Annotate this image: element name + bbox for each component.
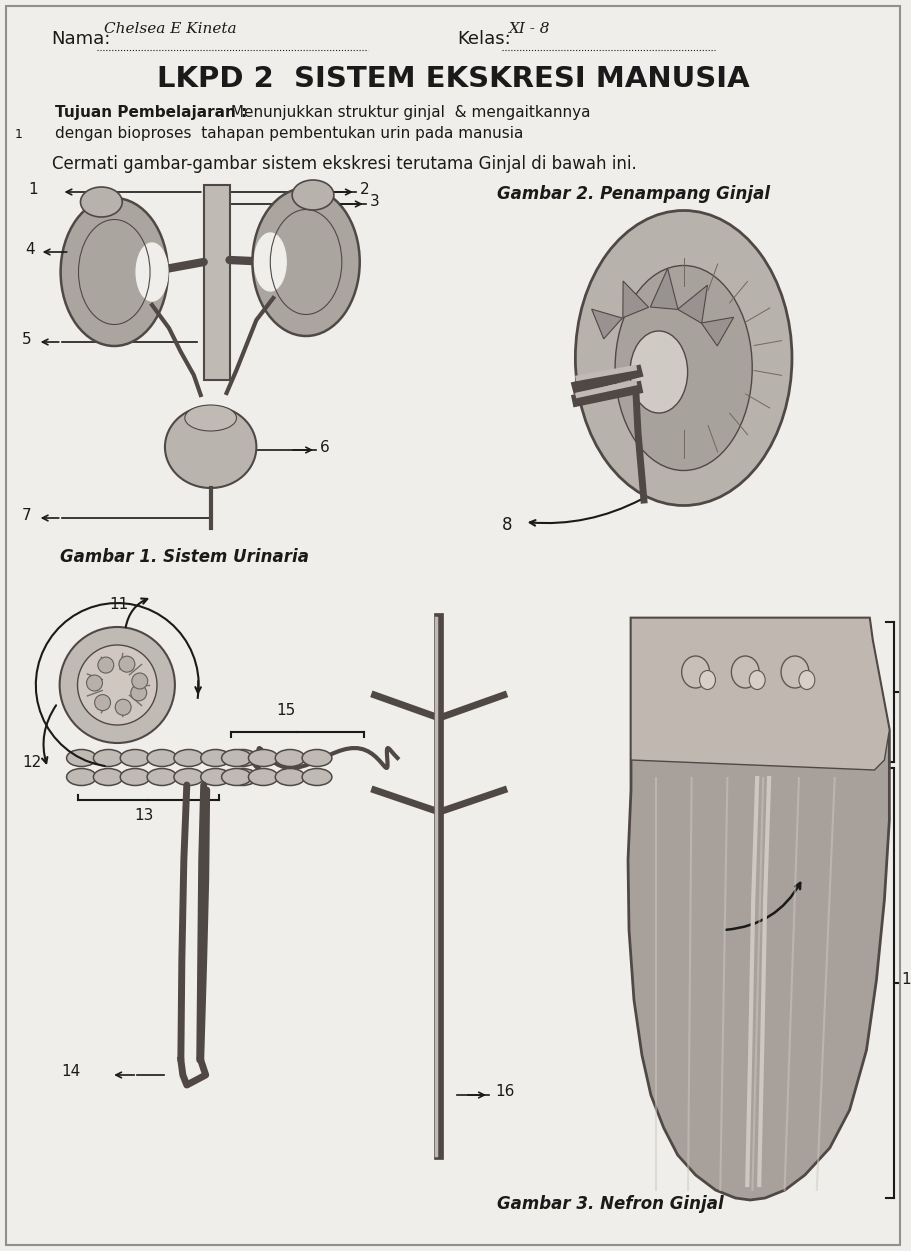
Text: 1: 1 bbox=[28, 181, 37, 196]
Ellipse shape bbox=[120, 749, 150, 767]
Ellipse shape bbox=[136, 243, 168, 301]
Text: Gambar 1. Sistem Urinaria: Gambar 1. Sistem Urinaria bbox=[59, 548, 308, 565]
Text: 1: 1 bbox=[15, 128, 23, 141]
Ellipse shape bbox=[630, 332, 687, 413]
Ellipse shape bbox=[275, 768, 305, 786]
Text: dengan bioproses  tahapan pembentukan urin pada manusia: dengan bioproses tahapan pembentukan uri… bbox=[55, 126, 522, 141]
Ellipse shape bbox=[147, 749, 177, 767]
Ellipse shape bbox=[67, 768, 97, 786]
Text: Nama:: Nama: bbox=[52, 30, 111, 48]
Ellipse shape bbox=[780, 656, 808, 688]
Text: 4: 4 bbox=[25, 241, 35, 256]
Bar bbox=[203, 185, 230, 380]
Circle shape bbox=[87, 676, 102, 691]
Ellipse shape bbox=[200, 749, 230, 767]
Ellipse shape bbox=[248, 768, 278, 786]
Ellipse shape bbox=[302, 768, 332, 786]
Text: 11: 11 bbox=[109, 597, 128, 612]
Text: XI - 8: XI - 8 bbox=[508, 23, 549, 36]
Text: Cermati gambar-gambar sistem ekskresi terutama Ginjal di bawah ini.: Cermati gambar-gambar sistem ekskresi te… bbox=[52, 155, 636, 173]
Text: 14: 14 bbox=[62, 1065, 81, 1080]
Text: 6: 6 bbox=[320, 439, 330, 454]
Text: 13: 13 bbox=[134, 808, 153, 823]
Ellipse shape bbox=[120, 768, 150, 786]
Polygon shape bbox=[628, 618, 888, 1200]
Text: 8: 8 bbox=[501, 515, 512, 534]
Circle shape bbox=[95, 694, 110, 711]
Ellipse shape bbox=[228, 768, 257, 786]
Circle shape bbox=[115, 699, 131, 716]
Text: Menunjukkan struktur ginjal  & mengaitkannya: Menunjukkan struktur ginjal & mengaitkan… bbox=[225, 105, 589, 120]
Ellipse shape bbox=[252, 188, 359, 337]
Polygon shape bbox=[677, 285, 707, 323]
Ellipse shape bbox=[174, 749, 203, 767]
Text: LKPD 2  SISTEM EKSKRESI MANUSIA: LKPD 2 SISTEM EKSKRESI MANUSIA bbox=[157, 65, 749, 93]
Ellipse shape bbox=[749, 671, 764, 689]
Ellipse shape bbox=[165, 407, 256, 488]
Text: Tujuan Pembelajaran :: Tujuan Pembelajaran : bbox=[55, 105, 247, 120]
Ellipse shape bbox=[67, 749, 97, 767]
Text: 16: 16 bbox=[495, 1085, 514, 1100]
Text: Chelsea E Kineta: Chelsea E Kineta bbox=[104, 23, 237, 36]
Ellipse shape bbox=[798, 671, 814, 689]
Ellipse shape bbox=[147, 768, 177, 786]
Ellipse shape bbox=[221, 749, 251, 767]
Ellipse shape bbox=[302, 749, 332, 767]
Text: Gambar 2. Penampang Ginjal: Gambar 2. Penampang Ginjal bbox=[496, 185, 769, 203]
Ellipse shape bbox=[80, 186, 122, 216]
Ellipse shape bbox=[248, 749, 278, 767]
Polygon shape bbox=[630, 618, 888, 771]
Ellipse shape bbox=[731, 656, 758, 688]
Ellipse shape bbox=[275, 749, 305, 767]
Ellipse shape bbox=[200, 768, 230, 786]
Ellipse shape bbox=[699, 671, 714, 689]
Text: 5: 5 bbox=[22, 332, 32, 347]
Circle shape bbox=[118, 657, 135, 672]
Text: 7: 7 bbox=[22, 508, 32, 523]
Ellipse shape bbox=[614, 265, 752, 470]
Ellipse shape bbox=[60, 198, 168, 347]
Text: 1: 1 bbox=[900, 972, 910, 987]
Ellipse shape bbox=[174, 768, 203, 786]
Ellipse shape bbox=[292, 180, 333, 210]
Text: 2: 2 bbox=[359, 181, 369, 196]
Ellipse shape bbox=[575, 210, 791, 505]
Polygon shape bbox=[591, 309, 621, 339]
Polygon shape bbox=[650, 269, 677, 309]
Circle shape bbox=[77, 646, 157, 726]
Text: Kelas:: Kelas: bbox=[456, 30, 510, 48]
Ellipse shape bbox=[228, 749, 257, 767]
Circle shape bbox=[132, 673, 148, 689]
Ellipse shape bbox=[185, 405, 236, 432]
Polygon shape bbox=[622, 281, 648, 318]
Polygon shape bbox=[701, 318, 733, 347]
Text: 12: 12 bbox=[22, 754, 41, 769]
Ellipse shape bbox=[93, 768, 123, 786]
Circle shape bbox=[97, 657, 114, 673]
Ellipse shape bbox=[93, 749, 123, 767]
Ellipse shape bbox=[681, 656, 709, 688]
Circle shape bbox=[130, 684, 147, 701]
Circle shape bbox=[59, 627, 175, 743]
Ellipse shape bbox=[221, 768, 251, 786]
Text: 3: 3 bbox=[369, 194, 379, 209]
Text: Gambar 3. Nefron Ginjal: Gambar 3. Nefron Ginjal bbox=[496, 1195, 722, 1213]
Ellipse shape bbox=[254, 233, 286, 291]
Text: 15: 15 bbox=[276, 703, 295, 718]
